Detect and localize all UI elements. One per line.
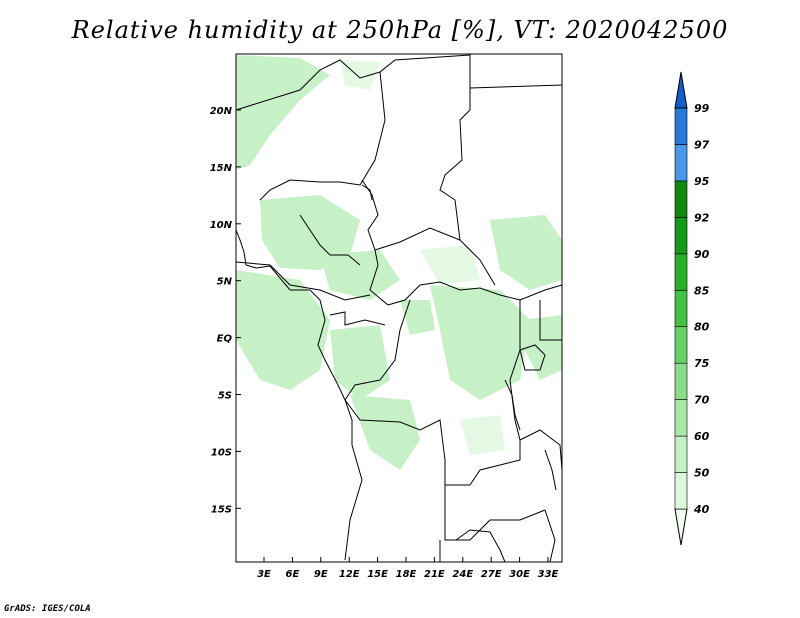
lon-label: 6E (286, 569, 300, 580)
humidity-patch (260, 195, 360, 270)
lon-label: 18E (396, 569, 417, 580)
chart-title: Relative humidity at 250hPa [%], VT: 202… (71, 16, 729, 44)
colorbar-segment (674, 362, 688, 400)
lat-label: 5N (217, 277, 233, 288)
lon-label: 30E (509, 569, 530, 580)
humidity-patch (520, 315, 562, 380)
humidity-patch (236, 55, 330, 170)
colorbar-segment (674, 472, 688, 510)
latitude-axis: 20N 15N 10N 5N EQ 5S 10S 15S (210, 106, 241, 515)
colorbar-segment (674, 144, 688, 182)
colorbar-label: 97 (694, 138, 710, 151)
colorbar-high-arrow (674, 71, 688, 109)
border-line (374, 227, 461, 251)
longitude-axis: 3E 6E 9E 12E 15E 18E 21E 24E 27E 30E 33E (257, 557, 559, 580)
lat-label: 5S (218, 391, 232, 402)
border-line (439, 109, 496, 286)
humidity-patch (320, 250, 400, 300)
humidity-patch (400, 300, 435, 335)
lake-malawi (544, 449, 557, 491)
colorbar-segment (674, 107, 688, 145)
country-borders (235, 54, 563, 563)
lon-label: 33E (538, 569, 559, 580)
border-line (469, 84, 563, 89)
colorbar-legend: 40 50 60 70 75 80 85 90 92 95 97 99 (674, 71, 710, 546)
humidity-patch (340, 60, 380, 90)
colorbar-segment (674, 180, 688, 218)
border-line (387, 281, 563, 306)
colorbar-label: 60 (694, 430, 710, 443)
lon-label: 27E (481, 569, 502, 580)
humidity-shading (236, 55, 562, 470)
colorbar-label: 95 (694, 175, 710, 188)
colorbar-label: 50 (694, 467, 710, 480)
border-line (444, 485, 546, 541)
humidity-patch (236, 270, 330, 390)
humidity-patch (430, 285, 530, 400)
border-line (344, 444, 363, 561)
colorbar-segment (674, 253, 688, 291)
border-line (361, 179, 389, 306)
coastlines (235, 184, 557, 491)
colorbar-segment (674, 399, 688, 437)
colorbar-label: 90 (694, 248, 710, 261)
humidity-patch (490, 215, 562, 290)
border-line (539, 300, 562, 341)
lat-label: 15N (210, 163, 233, 174)
humidity-shading-light (340, 60, 505, 455)
lat-label: 15S (211, 504, 232, 515)
colorbar-label: 75 (694, 357, 710, 370)
lon-label: 21E (424, 569, 445, 580)
lat-label: 20N (210, 106, 233, 117)
lon-label: 24E (452, 569, 473, 580)
colorbar-segment (674, 435, 688, 473)
lat-label: EQ (217, 334, 233, 345)
colorbar-label: 80 (694, 321, 710, 334)
border-line (509, 300, 521, 441)
lat-label: 10N (210, 220, 233, 231)
colorbar-low-arrow (674, 508, 688, 546)
lon-label: 3E (257, 569, 271, 580)
humidity-patch (330, 325, 390, 400)
border-line (344, 399, 521, 486)
border-line (299, 214, 361, 266)
colorbar-segment (674, 326, 688, 364)
lake-victoria (519, 344, 546, 371)
colorbar-segment (674, 217, 688, 255)
colorbar-label: 92 (694, 211, 710, 224)
lon-label: 15E (367, 569, 388, 580)
map-frame (235, 53, 563, 563)
colorbar-label: 85 (694, 284, 710, 297)
border-line (235, 54, 471, 111)
colorbar-label: 70 (694, 394, 710, 407)
lat-label: 10S (211, 447, 232, 458)
colorbar-segment (674, 289, 688, 328)
colorbar-label: 99 (694, 102, 710, 115)
border-line (259, 71, 386, 201)
border-line (344, 299, 411, 401)
lon-label: 9E (314, 569, 328, 580)
border-line (235, 261, 371, 301)
humidity-patch (420, 245, 480, 285)
humidity-patch (350, 395, 420, 470)
colorbar-label: 40 (693, 503, 710, 516)
humidity-patch (460, 415, 505, 455)
border-line (329, 311, 386, 326)
lake-tanganyika (504, 379, 521, 431)
border-line (544, 509, 556, 563)
lake-chad (361, 184, 373, 201)
border-line (455, 529, 506, 563)
coastline (235, 229, 353, 445)
grads-credit: GrADS: IGES/COLA (4, 604, 91, 614)
border-line (519, 429, 563, 471)
lon-label: 12E (339, 569, 360, 580)
